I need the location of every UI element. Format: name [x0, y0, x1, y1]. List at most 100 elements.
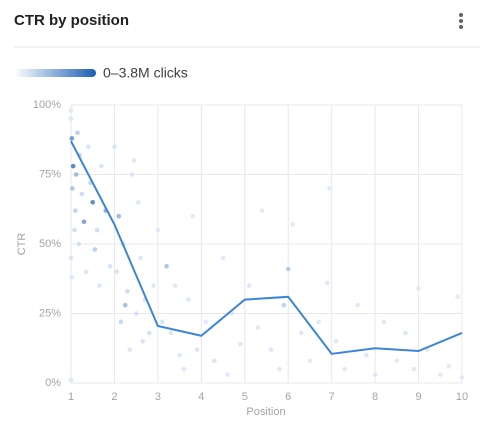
scatter-point: [316, 319, 321, 325]
scatter-point: [70, 186, 75, 191]
more-menu[interactable]: [459, 13, 463, 29]
x-tick-label: 5: [242, 391, 248, 403]
trend-line: [70, 140, 463, 355]
card-title: CTR by position: [14, 12, 129, 29]
scatter-point: [290, 222, 295, 227]
scatter-point: [151, 283, 156, 289]
scatter-point: [68, 116, 74, 122]
scatter-point: [81, 219, 87, 225]
scatter-point: [164, 263, 169, 269]
scatter-point: [116, 213, 122, 219]
scatter-point: [94, 227, 100, 233]
scatter-point: [259, 208, 265, 213]
scatter-point: [146, 330, 152, 336]
scatter-point: [364, 352, 369, 358]
scatter-point: [455, 294, 460, 300]
x-tick-label: 10: [456, 391, 468, 403]
scatter-point: [73, 172, 79, 177]
color-legend-label: 0–3.8M clicks: [103, 65, 188, 81]
y-tick-label: 25%: [39, 307, 61, 319]
scatter-point: [381, 319, 387, 325]
menu-dot: [459, 13, 463, 17]
scatter-point: [69, 136, 75, 141]
scatter-point: [177, 352, 182, 358]
scatter-point: [159, 319, 165, 325]
scatter-point: [112, 144, 117, 149]
scatter-point: [76, 241, 82, 247]
scatter-point: [136, 200, 141, 205]
menu-dot: [459, 25, 463, 29]
x-tick-label: 1: [68, 391, 74, 403]
x-tick-label: 6: [285, 391, 291, 403]
scatter-point: [125, 288, 130, 294]
scatter-point: [86, 144, 91, 149]
scatter-point: [446, 364, 452, 369]
scatter-point: [129, 172, 135, 177]
scatter-point: [268, 347, 274, 352]
scatter-point: [186, 297, 191, 302]
x-tick-label: 2: [111, 391, 117, 403]
scatter-point: [83, 269, 89, 275]
x-tick-label: 3: [155, 391, 161, 403]
scatter-point: [140, 339, 145, 344]
scatter-point: [333, 339, 339, 344]
scatter-point: [372, 372, 378, 377]
scatter-point: [79, 191, 85, 197]
scatter-point: [355, 302, 361, 308]
x-axis-label: Position: [246, 406, 285, 418]
scatter-point: [190, 213, 195, 219]
scatter-point: [416, 286, 421, 291]
scatter-point: [133, 311, 139, 316]
x-tick-label: 4: [198, 391, 204, 403]
scatter-point: [325, 280, 330, 286]
scatter-point: [307, 358, 313, 364]
scatter-point: [73, 208, 78, 213]
scatter-point: [96, 283, 102, 289]
scatter-point: [168, 330, 174, 336]
y-tick-label: 100%: [33, 99, 61, 111]
scatter-point: [131, 158, 137, 163]
scatter-point: [411, 366, 417, 372]
scatter-point: [118, 319, 124, 325]
scatter-point: [155, 227, 161, 233]
scatter-point: [107, 263, 113, 269]
scatter-point: [194, 347, 200, 352]
y-axis-label: CTR: [16, 233, 28, 256]
scatter-point: [72, 227, 77, 233]
scatter-point: [255, 325, 261, 330]
scatter-point: [181, 366, 187, 372]
menu-dot: [459, 19, 463, 23]
scatter-point: [203, 319, 208, 325]
scatter-point: [285, 266, 291, 272]
scatter-point: [281, 302, 287, 308]
scatter-point: [437, 372, 443, 377]
scatter-point: [75, 130, 80, 136]
x-tick-label: 9: [415, 391, 421, 403]
scatter-point: [99, 163, 104, 169]
y-tick-label: 50%: [39, 238, 61, 250]
color-legend-bar: [14, 69, 96, 77]
scatter-point: [394, 358, 400, 364]
x-tick-label: 7: [329, 391, 335, 403]
scatter-point: [68, 377, 74, 383]
scatter-point: [123, 302, 128, 308]
scatter-point: [403, 330, 408, 336]
scatter-point: [459, 375, 465, 380]
scatter-point: [238, 341, 243, 347]
scatter-point: [92, 247, 98, 252]
scatter-point: [342, 366, 348, 372]
scatter-point: [298, 330, 304, 336]
scatter-point: [277, 366, 282, 372]
scatter-point: [68, 255, 74, 261]
scatter-point: [327, 186, 332, 191]
y-tick-label: 75%: [39, 168, 61, 180]
scatter-point: [225, 372, 230, 377]
scatter-point: [220, 255, 226, 261]
y-tick-label: 0%: [45, 377, 61, 389]
scatter-point: [246, 283, 252, 289]
scatter-point: [70, 163, 76, 169]
scatter-point: [212, 358, 217, 364]
scatter-point: [138, 255, 143, 261]
x-tick-label: 8: [372, 391, 378, 403]
